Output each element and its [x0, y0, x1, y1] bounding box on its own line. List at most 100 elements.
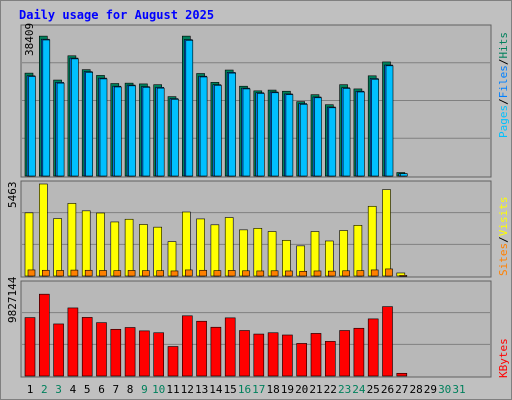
legend-slash: / — [497, 98, 510, 105]
bar-sites — [27, 269, 36, 277]
bar-kbytes — [110, 328, 122, 377]
bar-kbytes — [282, 334, 293, 377]
x-tick-label: 24 — [352, 383, 366, 396]
bar-visits — [196, 218, 205, 277]
bar-pages — [385, 65, 394, 177]
bar-pages — [328, 107, 337, 177]
legend-visits: Visits — [497, 197, 510, 237]
chart-title: Daily usage for August 2025 — [19, 8, 215, 22]
bar-pages — [156, 87, 165, 177]
x-tick-label: 10 — [152, 383, 165, 396]
x-tick-label: 16 — [238, 383, 251, 396]
x-tick-label: 1 — [27, 383, 34, 396]
bar-pages — [256, 93, 265, 177]
bar-visits — [367, 205, 377, 277]
x-tick-label: 5 — [84, 383, 91, 396]
x-tick-label: 19 — [281, 383, 294, 396]
bar-sites — [41, 269, 50, 277]
bar-kbytes — [67, 307, 79, 377]
x-tick-label: 3 — [55, 383, 62, 396]
bar-kbytes — [153, 332, 164, 377]
x-tick-label: 26 — [381, 383, 394, 396]
bar-sites — [84, 269, 93, 277]
y-max-kbytes-label: 9827144 — [6, 276, 19, 323]
x-tick-label: 28 — [409, 383, 422, 396]
bar-pages — [185, 40, 194, 177]
bar-pages — [71, 58, 79, 177]
bar-sites — [385, 268, 393, 277]
bar-kbytes — [324, 341, 336, 377]
bar-kbytes — [367, 318, 379, 377]
bar-kbytes — [310, 333, 322, 377]
bar-sites — [270, 270, 279, 277]
bar-visits — [182, 211, 191, 277]
bar-kbytes — [124, 327, 136, 377]
x-tick-label: 17 — [252, 383, 265, 396]
bar-pages — [142, 87, 151, 177]
bar-kbytes — [38, 293, 50, 377]
bar-sites — [356, 270, 365, 277]
bar-sites — [142, 270, 150, 277]
x-tick-label: 12 — [181, 383, 194, 396]
bar-pages — [114, 86, 122, 177]
x-tick-label: 9 — [141, 383, 148, 396]
legend-visits-sites: Sites/Visits — [497, 197, 510, 277]
legend-hits: Hits — [497, 32, 510, 59]
bar-visits — [267, 231, 277, 277]
bar-visits — [382, 189, 391, 277]
bar-visits — [324, 240, 334, 277]
bar-pages — [342, 88, 351, 177]
x-tick-label: 29 — [424, 383, 437, 396]
bar-kbytes — [224, 317, 236, 377]
x-tick-label: 11 — [166, 383, 179, 396]
bar-visits — [139, 224, 148, 277]
bar-kbytes — [53, 323, 64, 377]
bar-visits — [53, 218, 62, 277]
x-tick-label: 22 — [324, 383, 337, 396]
bar-kbytes — [24, 317, 36, 377]
legend-files: Files — [497, 65, 510, 98]
bar-pages — [271, 92, 279, 177]
x-tick-label: 13 — [195, 383, 208, 396]
legend-kbytes: KBytes — [497, 338, 510, 378]
bar-visits — [153, 226, 162, 277]
bar-sites — [199, 269, 207, 277]
bar-pages — [285, 94, 294, 177]
bar-kbytes — [239, 330, 250, 377]
bar-sites — [99, 270, 107, 277]
bar-sites — [242, 270, 250, 277]
bar-sites — [56, 270, 64, 277]
bar-kbytes — [339, 330, 350, 377]
x-tick-label: 15 — [224, 383, 237, 396]
bar-visits — [239, 229, 248, 277]
bar-kbytes — [196, 320, 207, 377]
bar-kbytes — [353, 327, 365, 377]
bar-kbytes — [96, 322, 107, 377]
bar-kbytes — [81, 317, 93, 377]
bar-kbytes — [182, 315, 193, 377]
x-tick-label: 25 — [367, 383, 380, 396]
bar-visits — [353, 225, 363, 277]
bar-pages — [99, 78, 108, 177]
bar-pages — [85, 72, 93, 177]
bar-pages — [128, 85, 136, 177]
x-tick-label: 4 — [70, 383, 77, 396]
bar-sites — [313, 270, 322, 277]
bar-kbytes — [382, 306, 393, 377]
bar-kbytes — [139, 330, 150, 377]
x-tick-label: 18 — [266, 383, 279, 396]
bar-kbytes — [210, 326, 222, 377]
bar-sites — [342, 270, 350, 277]
bar-pages — [171, 99, 179, 177]
bar-kbytes — [253, 333, 265, 377]
bar-pages — [56, 82, 65, 177]
bar-pages — [371, 78, 380, 177]
bar-sites — [185, 269, 193, 277]
bar-visits — [253, 228, 263, 277]
bar-sites — [327, 270, 336, 277]
bar-visits — [81, 210, 91, 277]
y-max-visits-label: 5463 — [6, 182, 19, 209]
bar-kbytes — [296, 343, 308, 377]
bar-sites — [227, 270, 236, 277]
